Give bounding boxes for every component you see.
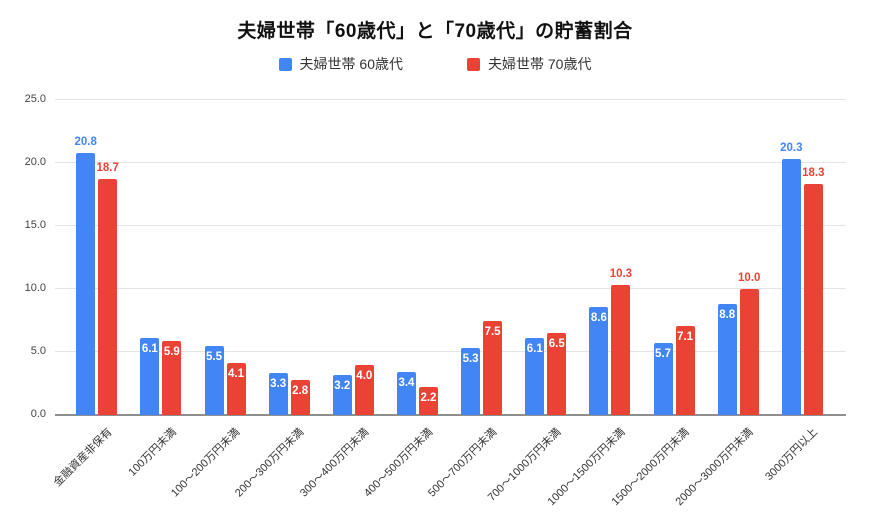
x-tick-label: 金融資産非保有 xyxy=(51,426,115,490)
value-label: 5.3 xyxy=(462,353,479,366)
gridline xyxy=(55,351,846,352)
value-label: 4.1 xyxy=(228,368,244,381)
legend-label: 夫婦世帯 70歳代 xyxy=(488,56,592,72)
x-tick-label: 100万円未満 xyxy=(125,426,179,479)
gridline xyxy=(55,162,846,163)
value-label: 3.3 xyxy=(270,378,287,391)
bar-series-0-10 xyxy=(717,304,737,415)
bar-series-1-0 xyxy=(98,179,118,415)
value-label: 18.7 xyxy=(96,162,119,175)
gridline xyxy=(55,99,846,100)
bar-series-0-8 xyxy=(589,306,609,415)
legend-swatch-icon xyxy=(467,57,480,71)
bar-series-1-4 xyxy=(354,364,374,415)
y-tick-label: 0.0 xyxy=(30,408,46,420)
bar-series-1-10 xyxy=(739,289,759,415)
value-label: 3.2 xyxy=(334,379,351,392)
bar-series-0-11 xyxy=(781,159,801,415)
value-label: 20.3 xyxy=(780,142,803,155)
bar-series-1-8 xyxy=(611,285,631,415)
bar-series-0-6 xyxy=(461,348,481,415)
value-label: 6.5 xyxy=(548,338,565,351)
y-tick-label: 15.0 xyxy=(24,219,46,231)
bar-series-0-7 xyxy=(525,338,545,415)
bar-series-0-9 xyxy=(653,343,673,415)
value-label: 2.2 xyxy=(420,392,437,405)
value-label: 8.6 xyxy=(590,311,607,324)
gridline xyxy=(55,225,846,226)
legend-item-1: 夫婦世帯 70歳代 xyxy=(467,54,591,74)
value-label: 10.3 xyxy=(609,268,633,281)
bar-series-0-5 xyxy=(396,372,416,415)
bar-series-1-1 xyxy=(162,340,182,415)
y-tick-label: 20.0 xyxy=(24,156,46,168)
bar-series-1-9 xyxy=(675,325,695,415)
value-label: 5.5 xyxy=(206,350,222,363)
value-label: 6.1 xyxy=(526,343,543,356)
value-label: 6.1 xyxy=(141,343,158,356)
y-tick-label: 10.0 xyxy=(24,282,46,294)
plot-area: 20.8 18.7 6.1 5.9 5.5 4.1 3.3 2.8 3.2 4.0 3.4 2.2 5.… xyxy=(55,99,846,416)
bar-series-1-3 xyxy=(290,379,310,415)
value-label: 5.9 xyxy=(163,345,180,358)
chart-title: 夫婦世帯「60歳代」と「70歳代」の貯蓄割合 xyxy=(237,21,633,42)
x-axis-baseline xyxy=(55,414,846,416)
value-label: 4.0 xyxy=(356,369,373,382)
value-label: 20.8 xyxy=(74,135,97,148)
value-label: 3.4 xyxy=(398,377,415,390)
bar-series-0-1 xyxy=(140,338,160,415)
bar-series-1-7 xyxy=(547,333,567,415)
legend-label: 夫婦世帯 60歳代 xyxy=(299,56,403,72)
legend: 夫婦世帯 60歳代 夫婦世帯 70歳代 xyxy=(0,54,870,74)
bar-series-0-4 xyxy=(332,374,352,415)
bar-series-0-2 xyxy=(204,345,224,415)
legend-swatch-icon xyxy=(278,57,292,71)
gridline xyxy=(55,288,846,289)
bar-series-1-5 xyxy=(418,387,438,415)
y-tick-label: 5.0 xyxy=(30,345,46,357)
bar-series-1-6 xyxy=(483,320,503,415)
bar-series-1-2 xyxy=(226,363,246,415)
value-label: 2.8 xyxy=(292,384,309,397)
y-tick-label: 25.0 xyxy=(24,93,46,105)
value-label: 7.1 xyxy=(677,330,694,343)
x-tick-label: 3000万円以上 xyxy=(763,426,820,484)
value-label: 7.5 xyxy=(484,325,501,338)
value-label: 8.8 xyxy=(719,309,736,322)
bar-series-1-11 xyxy=(803,184,823,415)
value-label: 5.7 xyxy=(655,348,672,361)
value-label: 18.3 xyxy=(802,167,825,180)
legend-item-0: 夫婦世帯 60歳代 xyxy=(278,54,403,74)
bar-series-0-0 xyxy=(76,152,96,415)
bar-series-0-3 xyxy=(268,373,288,415)
value-label: 10.0 xyxy=(737,272,761,284)
